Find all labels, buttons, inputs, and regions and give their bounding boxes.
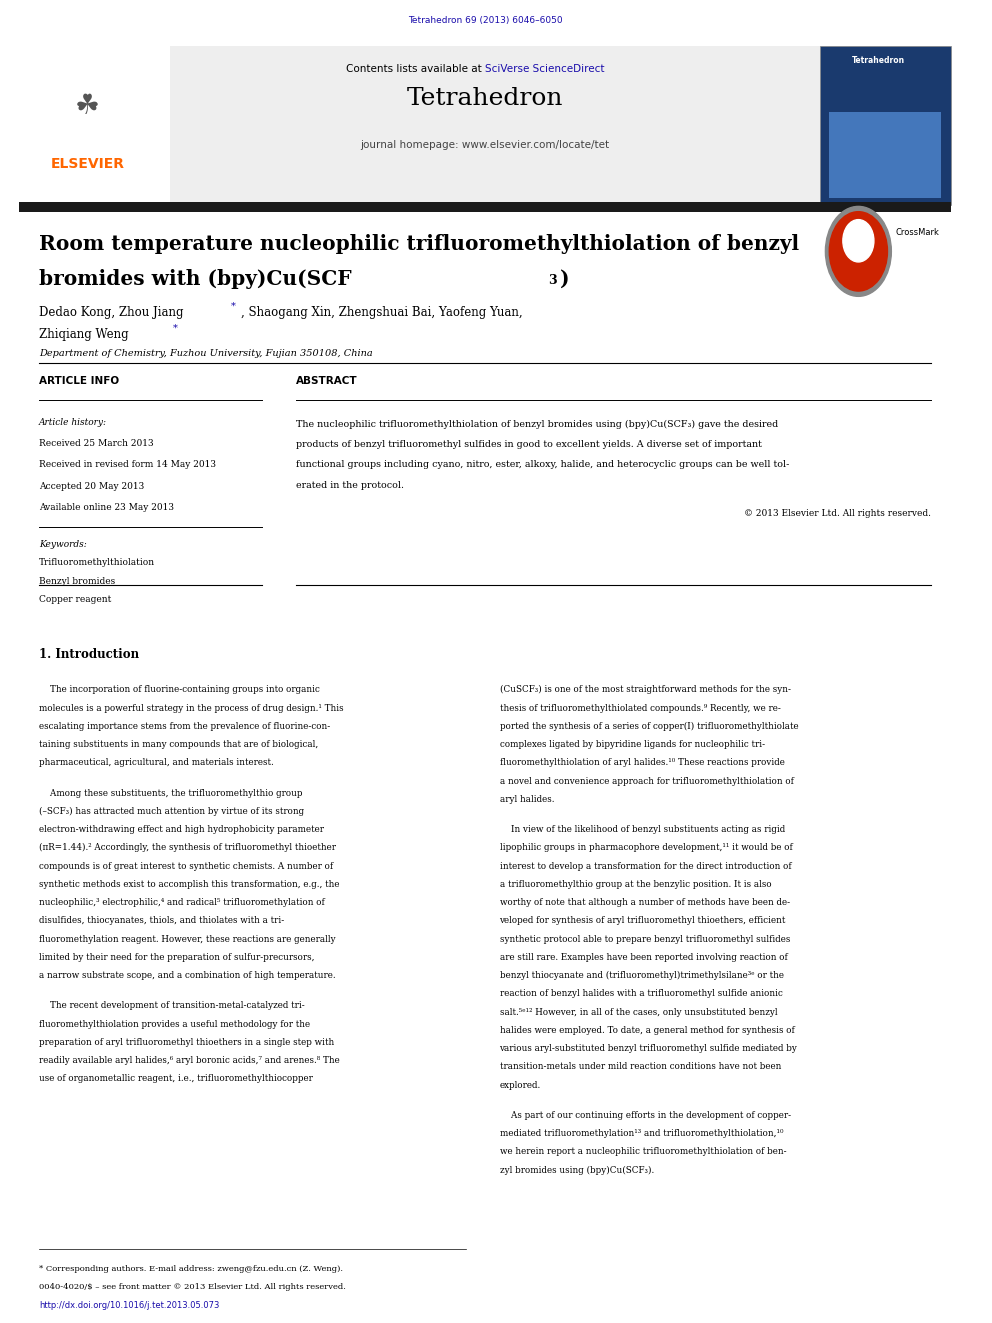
Text: 0040-4020/$ – see front matter © 2013 Elsevier Ltd. All rights reserved.: 0040-4020/$ – see front matter © 2013 El… bbox=[39, 1283, 345, 1291]
Text: readily available aryl halides,⁶ aryl boronic acids,⁷ and arenes.⁸ The: readily available aryl halides,⁶ aryl bo… bbox=[39, 1056, 339, 1065]
Text: ELSEVIER: ELSEVIER bbox=[51, 157, 124, 171]
Text: pharmaceutical, agricultural, and materials interest.: pharmaceutical, agricultural, and materi… bbox=[39, 758, 274, 767]
Text: a novel and convenience approach for trifluoromethylthiolation of: a novel and convenience approach for tri… bbox=[500, 777, 794, 786]
Circle shape bbox=[829, 212, 888, 291]
Text: *: * bbox=[231, 302, 236, 311]
Text: veloped for synthesis of aryl trifluoromethyl thioethers, efficient: veloped for synthesis of aryl trifluorom… bbox=[500, 917, 786, 925]
Text: Received 25 March 2013: Received 25 March 2013 bbox=[39, 439, 154, 448]
Text: a narrow substrate scope, and a combination of high temperature.: a narrow substrate scope, and a combinat… bbox=[39, 971, 335, 980]
Text: zyl bromides using (bpy)Cu(SCF₃).: zyl bromides using (bpy)Cu(SCF₃). bbox=[500, 1166, 654, 1175]
Text: Department of Chemistry, Fuzhou University, Fujian 350108, China: Department of Chemistry, Fuzhou Universi… bbox=[39, 349, 373, 359]
Text: ): ) bbox=[559, 269, 569, 288]
Text: salt.⁵ᵉ¹² However, in all of the cases, only unsubstituted benzyl: salt.⁵ᵉ¹² However, in all of the cases, … bbox=[500, 1008, 777, 1016]
Text: © 2013 Elsevier Ltd. All rights reserved.: © 2013 Elsevier Ltd. All rights reserved… bbox=[744, 509, 931, 519]
Text: lipophilic groups in pharmacophore development,¹¹ it would be of: lipophilic groups in pharmacophore devel… bbox=[500, 843, 793, 852]
Text: limited by their need for the preparation of sulfur-precursors,: limited by their need for the preparatio… bbox=[39, 953, 314, 962]
FancyBboxPatch shape bbox=[829, 112, 940, 198]
Text: use of organometallic reagent, i.e., trifluoromethylthiocopper: use of organometallic reagent, i.e., tri… bbox=[39, 1074, 312, 1084]
Text: Copper reagent: Copper reagent bbox=[39, 595, 111, 605]
Text: fluoromethylation reagent. However, these reactions are generally: fluoromethylation reagent. However, thes… bbox=[39, 934, 335, 943]
Text: Tetrahedron 69 (2013) 6046–6050: Tetrahedron 69 (2013) 6046–6050 bbox=[408, 16, 562, 25]
Text: ARTICLE INFO: ARTICLE INFO bbox=[39, 376, 119, 386]
Text: 1. Introduction: 1. Introduction bbox=[39, 648, 139, 662]
Text: escalating importance stems from the prevalence of fluorine-con-: escalating importance stems from the pre… bbox=[39, 722, 330, 730]
Text: disulfides, thiocyanates, thiols, and thiolates with a tri-: disulfides, thiocyanates, thiols, and th… bbox=[39, 917, 284, 925]
Bar bbox=[20, 202, 950, 212]
Text: reaction of benzyl halides with a trifluoromethyl sulfide anionic: reaction of benzyl halides with a triflu… bbox=[500, 990, 783, 999]
Text: explored.: explored. bbox=[500, 1081, 541, 1090]
Text: , Shaogang Xin, Zhengshuai Bai, Yaofeng Yuan,: , Shaogang Xin, Zhengshuai Bai, Yaofeng … bbox=[240, 306, 522, 319]
Text: Contents lists available at: Contents lists available at bbox=[346, 64, 485, 74]
Text: Available online 23 May 2013: Available online 23 May 2013 bbox=[39, 503, 174, 512]
Text: Accepted 20 May 2013: Accepted 20 May 2013 bbox=[39, 482, 144, 491]
Text: Received in revised form 14 May 2013: Received in revised form 14 May 2013 bbox=[39, 460, 216, 470]
Text: As part of our continuing efforts in the development of copper-: As part of our continuing efforts in the… bbox=[500, 1111, 791, 1119]
Text: Benzyl bromides: Benzyl bromides bbox=[39, 577, 115, 586]
Text: a trifluoromethylthio group at the benzylic position. It is also: a trifluoromethylthio group at the benzy… bbox=[500, 880, 771, 889]
Text: journal homepage: www.elsevier.com/locate/tet: journal homepage: www.elsevier.com/locat… bbox=[360, 140, 609, 151]
Text: complexes ligated by bipyridine ligands for nucleophilic tri-: complexes ligated by bipyridine ligands … bbox=[500, 740, 765, 749]
Text: aryl halides.: aryl halides. bbox=[500, 795, 554, 804]
Text: products of benzyl trifluoromethyl sulfides in good to excellent yields. A diver: products of benzyl trifluoromethyl sulfi… bbox=[296, 439, 762, 448]
Text: SciVerse ScienceDirect: SciVerse ScienceDirect bbox=[485, 64, 604, 74]
Text: synthetic protocol able to prepare benzyl trifluoromethyl sulfides: synthetic protocol able to prepare benzy… bbox=[500, 934, 790, 943]
Text: Tetrahedron: Tetrahedron bbox=[407, 87, 563, 110]
Text: Keywords:: Keywords: bbox=[39, 540, 86, 549]
Text: The incorporation of fluorine-containing groups into organic: The incorporation of fluorine-containing… bbox=[39, 685, 319, 695]
Text: fluoromethylthiolation of aryl halides.¹⁰ These reactions provide: fluoromethylthiolation of aryl halides.¹… bbox=[500, 758, 785, 767]
Circle shape bbox=[825, 206, 892, 296]
Text: fluoromethylthiolation provides a useful methodology for the: fluoromethylthiolation provides a useful… bbox=[39, 1020, 310, 1028]
Text: nucleophilic,³ electrophilic,⁴ and radical⁵ trifluoromethylation of: nucleophilic,³ electrophilic,⁴ and radic… bbox=[39, 898, 324, 908]
Text: The recent development of transition-metal-catalyzed tri-: The recent development of transition-met… bbox=[39, 1002, 305, 1011]
Text: taining substituents in many compounds that are of biological,: taining substituents in many compounds t… bbox=[39, 740, 318, 749]
FancyBboxPatch shape bbox=[20, 46, 950, 205]
Text: erated in the protocol.: erated in the protocol. bbox=[296, 482, 404, 490]
Text: Among these substituents, the trifluoromethylthio group: Among these substituents, the trifluorom… bbox=[39, 789, 303, 798]
Text: The nucleophilic trifluoromethylthiolation of benzyl bromides using (bpy)Cu(SCF₃: The nucleophilic trifluoromethylthiolati… bbox=[296, 419, 778, 429]
Text: we herein report a nucleophilic trifluoromethylthiolation of ben-: we herein report a nucleophilic trifluor… bbox=[500, 1147, 786, 1156]
Text: halides were employed. To date, a general method for synthesis of: halides were employed. To date, a genera… bbox=[500, 1025, 795, 1035]
Text: preparation of aryl trifluoromethyl thioethers in a single step with: preparation of aryl trifluoromethyl thio… bbox=[39, 1037, 334, 1046]
Text: http://dx.doi.org/10.1016/j.tet.2013.05.073: http://dx.doi.org/10.1016/j.tet.2013.05.… bbox=[39, 1301, 219, 1310]
Text: transition-metals under mild reaction conditions have not been: transition-metals under mild reaction co… bbox=[500, 1062, 781, 1072]
Text: ported the synthesis of a series of copper(I) trifluoromethylthiolate: ported the synthesis of a series of copp… bbox=[500, 722, 799, 730]
Text: Dedao Kong, Zhou Jiang: Dedao Kong, Zhou Jiang bbox=[39, 306, 184, 319]
Text: bromides with (bpy)Cu(SCF: bromides with (bpy)Cu(SCF bbox=[39, 269, 351, 288]
Text: compounds is of great interest to synthetic chemists. A number of: compounds is of great interest to synthe… bbox=[39, 861, 333, 871]
Text: * Corresponding authors. E-mail address: zweng@fzu.edu.cn (Z. Weng).: * Corresponding authors. E-mail address:… bbox=[39, 1265, 343, 1273]
Text: benzyl thiocyanate and (trifluoromethyl)trimethylsilane³ᵉ or the: benzyl thiocyanate and (trifluoromethyl)… bbox=[500, 971, 784, 980]
Text: various aryl-substituted benzyl trifluoromethyl sulfide mediated by: various aryl-substituted benzyl trifluor… bbox=[500, 1044, 798, 1053]
Text: 3: 3 bbox=[548, 274, 557, 287]
Text: Zhiqiang Weng: Zhiqiang Weng bbox=[39, 328, 128, 341]
Text: Article history:: Article history: bbox=[39, 418, 107, 427]
Text: (CuSCF₃) is one of the most straightforward methods for the syn-: (CuSCF₃) is one of the most straightforw… bbox=[500, 685, 791, 695]
Text: Tetrahedron: Tetrahedron bbox=[851, 56, 905, 65]
FancyBboxPatch shape bbox=[20, 46, 170, 205]
Text: Room temperature nucleophilic trifluoromethylthiolation of benzyl: Room temperature nucleophilic trifluorom… bbox=[39, 234, 799, 254]
Text: synthetic methods exist to accomplish this transformation, e.g., the: synthetic methods exist to accomplish th… bbox=[39, 880, 339, 889]
Text: functional groups including cyano, nitro, ester, alkoxy, halide, and heterocycli: functional groups including cyano, nitro… bbox=[296, 460, 790, 470]
Text: ABSTRACT: ABSTRACT bbox=[296, 376, 357, 386]
Text: In view of the likelihood of benzyl substituents acting as rigid: In view of the likelihood of benzyl subs… bbox=[500, 826, 785, 833]
Text: thesis of trifluoromethylthiolated compounds.⁹ Recently, we re-: thesis of trifluoromethylthiolated compo… bbox=[500, 704, 781, 713]
Text: (–SCF₃) has attracted much attention by virtue of its strong: (–SCF₃) has attracted much attention by … bbox=[39, 807, 304, 816]
Text: interest to develop a transformation for the direct introduction of: interest to develop a transformation for… bbox=[500, 861, 792, 871]
Text: are still rare. Examples have been reported involving reaction of: are still rare. Examples have been repor… bbox=[500, 953, 788, 962]
Text: CrossMark: CrossMark bbox=[895, 229, 939, 237]
Text: ☘: ☘ bbox=[74, 91, 100, 120]
Text: *: * bbox=[173, 324, 178, 333]
Text: mediated trifluoromethylation¹³ and trifluoromethylthiolation,¹⁰: mediated trifluoromethylation¹³ and trif… bbox=[500, 1129, 783, 1138]
Text: Trifluoromethylthiolation: Trifluoromethylthiolation bbox=[39, 558, 155, 568]
FancyBboxPatch shape bbox=[819, 46, 950, 205]
Text: worthy of note that although a number of methods have been de-: worthy of note that although a number of… bbox=[500, 898, 790, 908]
Text: electron-withdrawing effect and high hydrophobicity parameter: electron-withdrawing effect and high hyd… bbox=[39, 826, 323, 833]
Circle shape bbox=[843, 220, 874, 262]
Text: (πR=1.44).² Accordingly, the synthesis of trifluoromethyl thioether: (πR=1.44).² Accordingly, the synthesis o… bbox=[39, 843, 336, 852]
Text: molecules is a powerful strategy in the process of drug design.¹ This: molecules is a powerful strategy in the … bbox=[39, 704, 343, 713]
